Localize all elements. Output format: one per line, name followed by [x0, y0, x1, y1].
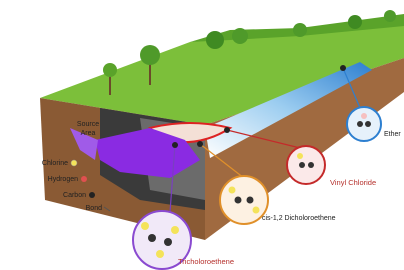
molecule-label: Ether	[384, 131, 401, 138]
molecule-label: cis-1,2 Dicholoroethene	[262, 215, 336, 222]
molecule-circle	[347, 107, 381, 141]
legend-label: Bond	[86, 205, 102, 212]
molecule-label: Vinyl Chloride	[330, 178, 376, 187]
legend-label: Carbon	[63, 192, 86, 199]
source-area-label: Area	[81, 130, 96, 137]
molecule-circle	[220, 176, 268, 224]
source-area-label: Source	[77, 121, 99, 128]
legend-label: Hydrogen	[48, 176, 78, 183]
diagram: Source Area Chlorine Hydrogen Carbon Bon…	[0, 0, 404, 270]
molecule-circle	[287, 146, 325, 184]
legend-label: Chlorine	[42, 160, 68, 167]
molecule-label: Tricholoroethene	[178, 257, 234, 266]
